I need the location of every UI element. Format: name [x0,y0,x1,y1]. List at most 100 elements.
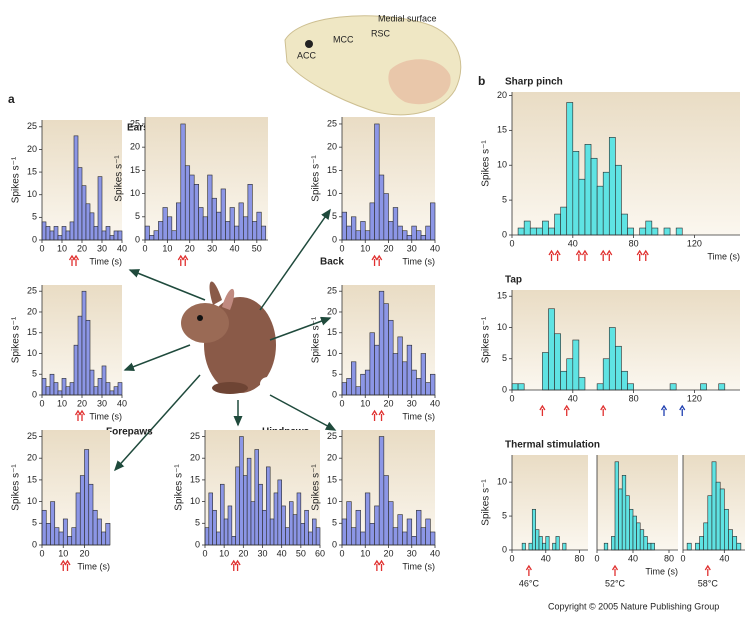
bar [258,483,263,546]
bar [97,378,103,396]
x-tick-label: 50 [296,548,306,558]
stimulus-arrow [182,254,189,266]
plot-background [512,92,740,235]
bar [113,386,119,396]
bar [81,185,87,241]
bar [562,542,567,551]
stimulus-arrow [373,559,380,571]
x-tick-label: 0 [39,548,44,558]
bar [355,386,361,396]
x-tick-label: 30 [257,548,267,558]
bar [425,518,431,546]
bar [411,536,417,546]
y-tick-label: 5 [32,369,37,379]
brain-illustration [284,15,462,116]
bar [266,466,271,546]
bar [632,515,637,551]
bar [718,383,726,391]
y-tick-label: 10 [27,348,37,358]
y-tick-label: 25 [27,286,37,296]
bar [618,488,623,551]
x-tick-label: 40 [229,243,239,253]
bar [158,221,164,241]
x-tick-label: 80 [664,553,674,563]
bar [517,227,525,236]
bar [584,144,592,236]
brain-caption: Medial surface [378,13,437,23]
bar [614,461,619,551]
bar [89,369,95,396]
bar [285,527,290,546]
bar [262,509,267,546]
y-tick-label: 0 [502,229,507,239]
connector-arrows [113,208,337,472]
y-tick-label: 15 [190,474,200,484]
x-tick-label: 40 [117,243,127,253]
y-tick-label: 0 [135,234,140,244]
bar [92,509,98,546]
bar [184,165,191,241]
bar [374,344,380,396]
bar [378,436,385,546]
bar [235,466,240,546]
y-tick-label: 5 [332,211,337,221]
bar [554,213,561,236]
bar [69,382,75,396]
y-tick-label: 20 [327,453,337,463]
bar [406,235,413,241]
bar [67,536,73,546]
bar [61,226,67,241]
bar [647,542,652,551]
bar [596,383,604,391]
bar [535,529,540,551]
bar [542,352,549,391]
y-tick-label: 5 [195,518,200,528]
bar [250,501,256,546]
bar [315,527,321,546]
y-tick-label: 0 [332,389,337,399]
bar [369,523,375,546]
bar [171,230,177,241]
bar [346,225,352,241]
x-tick-label: 30 [407,548,417,558]
bar [364,230,371,241]
bar [724,508,729,551]
bar [69,221,75,241]
bar [308,531,313,546]
bar [369,332,375,396]
x-tick-label: 10 [162,243,172,253]
bar [621,475,627,551]
bar [416,509,422,546]
panel-label: b [478,74,485,88]
bar [45,386,51,396]
bar [615,164,622,236]
x-tick-label: 20 [77,243,87,253]
stimulus-label: 58°C [698,578,719,588]
bar [231,536,236,546]
stimulus-arrow [74,409,82,421]
bar [346,378,352,396]
x-tick-label: 40 [568,238,578,248]
bar [84,449,90,546]
x-axis-label: Time (s) [402,561,435,571]
bar [420,527,426,546]
stimulus-arrow [600,249,607,261]
bar [101,531,107,546]
bar [663,227,671,236]
y-tick-label: 25 [190,431,200,441]
stimulus-arrow [371,409,378,421]
y-tick-label: 10 [27,189,37,199]
bar [554,333,561,391]
bar [167,216,173,241]
bar [602,171,610,236]
bar [636,522,641,551]
bar [355,230,361,241]
x-tick-label: 0 [509,553,514,563]
bar [149,235,155,241]
stimulus-arrow [611,564,619,576]
bar [117,382,123,396]
bar [602,358,610,391]
x-tick-label: 10 [57,243,67,253]
bar [97,176,103,241]
bar [204,527,210,546]
